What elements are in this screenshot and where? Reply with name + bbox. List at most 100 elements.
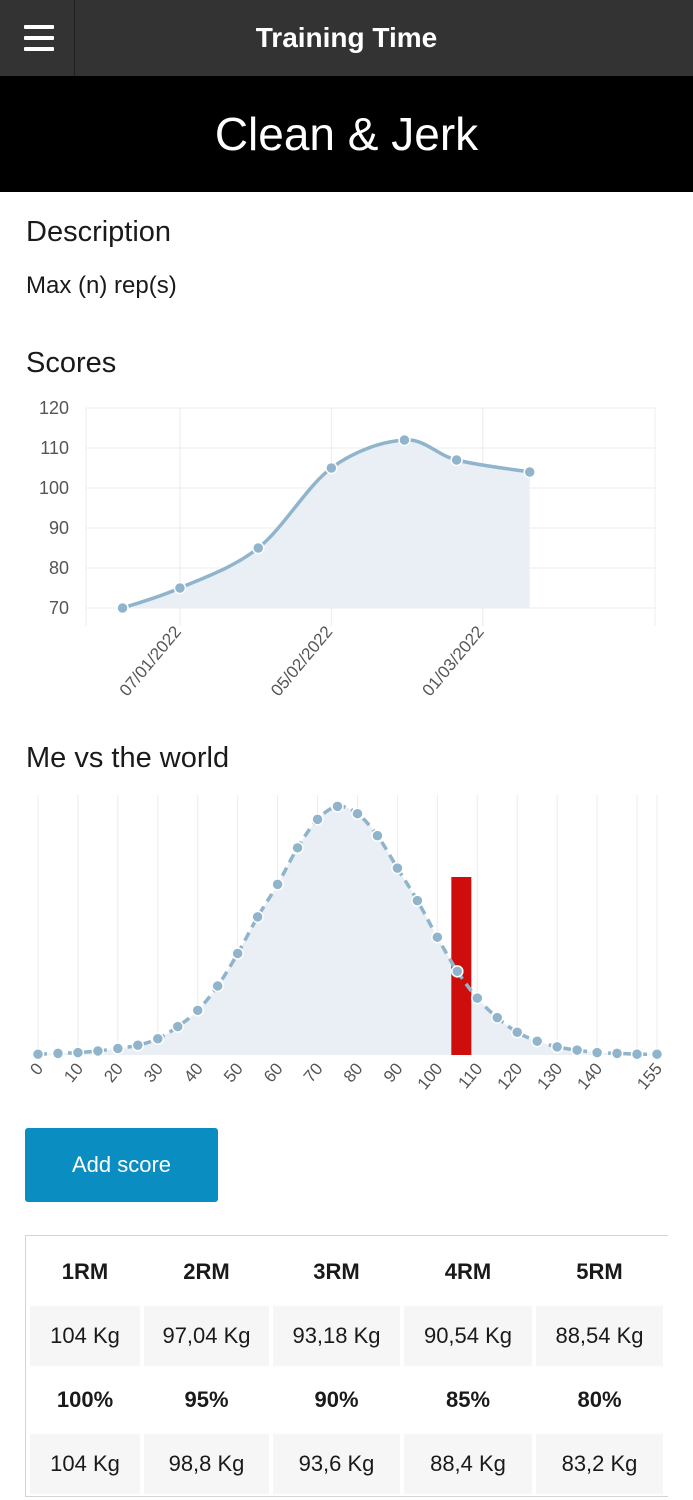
rm-cell: 104 Kg bbox=[30, 1434, 140, 1494]
x-tick-label: 10 bbox=[60, 1059, 87, 1086]
x-tick-label: 50 bbox=[220, 1059, 247, 1086]
x-tick-label: 60 bbox=[260, 1059, 287, 1086]
top-bar: Training Time bbox=[0, 0, 693, 76]
rm-cell: 4RM bbox=[444, 1259, 492, 1284]
world-point bbox=[431, 930, 444, 944]
world-point bbox=[311, 813, 324, 826]
y-tick-label: 90 bbox=[49, 518, 69, 538]
x-tick-label: 120 bbox=[493, 1059, 526, 1093]
rm-cell: 88,54 Kg bbox=[536, 1306, 663, 1366]
rm-cell: 83,2 Kg bbox=[536, 1434, 663, 1494]
menu-button[interactable] bbox=[0, 0, 75, 76]
x-tick-label: 130 bbox=[533, 1059, 566, 1093]
world-point bbox=[590, 1046, 604, 1059]
rm-cell: 104 Kg bbox=[30, 1306, 140, 1366]
world-point bbox=[211, 979, 224, 993]
world-point bbox=[451, 965, 464, 978]
world-point bbox=[51, 1047, 65, 1060]
score-point bbox=[325, 461, 338, 475]
x-tick-label: 70 bbox=[300, 1059, 327, 1086]
world-point bbox=[231, 947, 244, 960]
exercise-title: Clean & Jerk bbox=[0, 76, 693, 192]
scores-area bbox=[122, 439, 530, 608]
world-point bbox=[171, 1020, 185, 1033]
rm-cell: 1RM bbox=[61, 1259, 109, 1284]
x-tick-label: 80 bbox=[340, 1059, 367, 1086]
world-point bbox=[111, 1042, 125, 1055]
hamburger-icon bbox=[24, 47, 54, 51]
y-tick-label: 100 bbox=[39, 478, 69, 498]
world-point bbox=[491, 1011, 504, 1024]
world-point bbox=[351, 807, 364, 820]
world-point bbox=[510, 1026, 524, 1039]
world-point bbox=[191, 1004, 204, 1017]
rm-cell: 97,04 Kg bbox=[144, 1306, 269, 1366]
add-score-button[interactable]: Add score bbox=[25, 1128, 218, 1202]
score-point bbox=[116, 601, 129, 615]
score-point bbox=[398, 433, 411, 447]
world-point bbox=[411, 894, 424, 907]
x-tick-label: 110 bbox=[454, 1059, 486, 1092]
app-title: Training Time bbox=[255, 22, 438, 53]
world-point bbox=[131, 1039, 145, 1052]
world-area bbox=[38, 806, 657, 1055]
x-tick-label: 40 bbox=[180, 1059, 207, 1086]
world-point bbox=[570, 1043, 584, 1057]
world-point bbox=[471, 991, 484, 1005]
x-tick-label: 05/02/2022 bbox=[267, 622, 336, 699]
score-point bbox=[450, 453, 463, 467]
rm-cell: 90,54 Kg bbox=[404, 1306, 532, 1366]
x-tick-label: 30 bbox=[140, 1059, 167, 1086]
world-point bbox=[391, 861, 404, 875]
description-heading: Description bbox=[26, 216, 172, 248]
y-tick-label: 80 bbox=[49, 558, 69, 578]
score-point bbox=[523, 465, 536, 479]
world-chart: 0 10 20 30 40 50 60 70 80 90 100 110 120 130 140 155 bbox=[26, 795, 666, 1093]
rm-cell: 2RM bbox=[183, 1259, 230, 1284]
world-point bbox=[650, 1047, 664, 1061]
world-point bbox=[371, 829, 384, 842]
x-tick-label: 90 bbox=[380, 1059, 407, 1086]
hamburger-icon bbox=[24, 25, 54, 29]
score-point bbox=[252, 541, 265, 555]
world-point bbox=[271, 878, 284, 891]
world-point bbox=[31, 1047, 45, 1061]
world-heading: Me vs the world bbox=[26, 742, 230, 774]
world-point bbox=[630, 1047, 644, 1061]
score-point bbox=[173, 581, 187, 595]
rm-cell: 85% bbox=[445, 1387, 491, 1412]
world-point bbox=[151, 1032, 165, 1045]
rm-cell: 93,18 Kg bbox=[273, 1306, 400, 1366]
world-point bbox=[610, 1047, 624, 1060]
description-text: Max (n) rep(s) bbox=[26, 272, 177, 299]
x-tick-label: 155 bbox=[633, 1059, 666, 1093]
world-point bbox=[91, 1044, 105, 1058]
world-point bbox=[550, 1040, 564, 1054]
rm-table: 1RM 2RM 3RM 4RM 5RM 104 Kg 97,04 Kg 93,18 Kg 90,… bbox=[25, 1235, 668, 1497]
y-tick-label: 120 bbox=[39, 398, 69, 418]
rm-cell: 80% bbox=[577, 1387, 622, 1412]
scores-heading: Scores bbox=[26, 347, 117, 379]
x-tick-label: 140 bbox=[573, 1059, 606, 1093]
x-tick-label: 20 bbox=[100, 1059, 127, 1086]
x-tick-label: 01/03/2022 bbox=[419, 622, 488, 699]
x-tick-label: 0 bbox=[26, 1059, 47, 1078]
rm-cell: 5RM bbox=[576, 1259, 623, 1284]
rm-cell: 93,6 Kg bbox=[273, 1434, 400, 1494]
rm-cell: 88,4 Kg bbox=[404, 1434, 532, 1494]
rm-cell: 3RM bbox=[313, 1259, 360, 1284]
world-point bbox=[331, 800, 344, 813]
rm-cell: 100% bbox=[56, 1387, 114, 1412]
rm-cell: 98,8 Kg bbox=[144, 1434, 269, 1494]
world-point bbox=[251, 910, 264, 924]
scores-chart: 70 80 90 100 110 120 07/01/2022 05/02/2022 01/03… bbox=[39, 398, 656, 700]
rm-cell: 95% bbox=[184, 1387, 229, 1412]
x-tick-label: 100 bbox=[414, 1059, 447, 1093]
world-point bbox=[291, 841, 304, 855]
rm-cell: 90% bbox=[314, 1387, 359, 1412]
y-tick-label: 70 bbox=[49, 598, 69, 618]
world-point bbox=[71, 1046, 85, 1059]
world-point bbox=[530, 1034, 544, 1048]
x-tick-label: 07/01/2022 bbox=[116, 622, 185, 699]
y-tick-label: 110 bbox=[40, 438, 69, 458]
